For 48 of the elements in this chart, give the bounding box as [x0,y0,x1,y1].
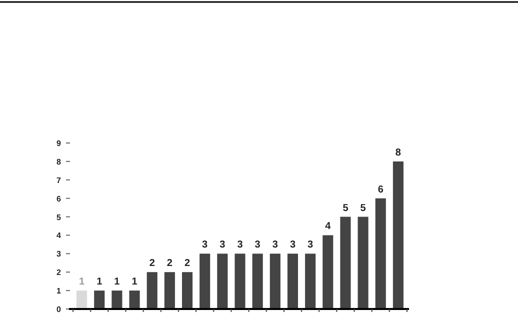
data-label: 3 [308,240,314,251]
data-label: 3 [290,240,296,251]
bar [252,254,263,309]
bar [112,290,122,309]
bar [375,198,386,309]
data-label: 2 [149,258,156,270]
bar [164,272,175,309]
bar [340,216,351,309]
y-tick-label: 5 [56,212,62,222]
y-tick-label: 2 [56,268,62,278]
data-label: 3 [254,240,261,251]
y-tick-label: 0 [56,305,62,314]
y-tick-label: 9 [56,139,62,148]
bar [234,254,246,309]
bar [182,272,193,309]
y-tick-label: 4 [56,231,62,240]
y-tick-label: 3 [56,250,62,259]
data-label: 6 [378,184,384,196]
data-label: 1 [132,276,138,288]
bar [270,254,280,309]
bar [358,216,368,309]
bar [305,254,316,309]
data-label: 5 [342,202,349,214]
data-label: 3 [220,240,226,251]
data-label: 4 [325,221,332,232]
data-label: 1 [96,276,103,288]
bar [94,290,105,309]
bar [200,254,210,309]
data-label: 1 [114,276,120,288]
y-tick-label: 8 [56,157,62,166]
data-label: 1 [79,276,86,288]
bar [129,290,140,309]
bar [287,254,298,309]
data-label: 2 [184,258,190,270]
data-label: 8 [395,147,402,158]
y-tick-label: 1 [56,286,62,296]
bar [392,161,404,309]
y-tick-label: 7 [56,176,62,185]
data-label: 5 [360,202,366,214]
data-label: 2 [166,258,173,270]
y-tick-label: 6 [56,194,62,204]
data-label: 3 [272,240,278,251]
bar [217,254,228,309]
data-label: 3 [237,240,244,251]
data-label: 3 [202,240,208,251]
bar [146,272,158,309]
bar [322,235,334,309]
bar [76,290,88,309]
